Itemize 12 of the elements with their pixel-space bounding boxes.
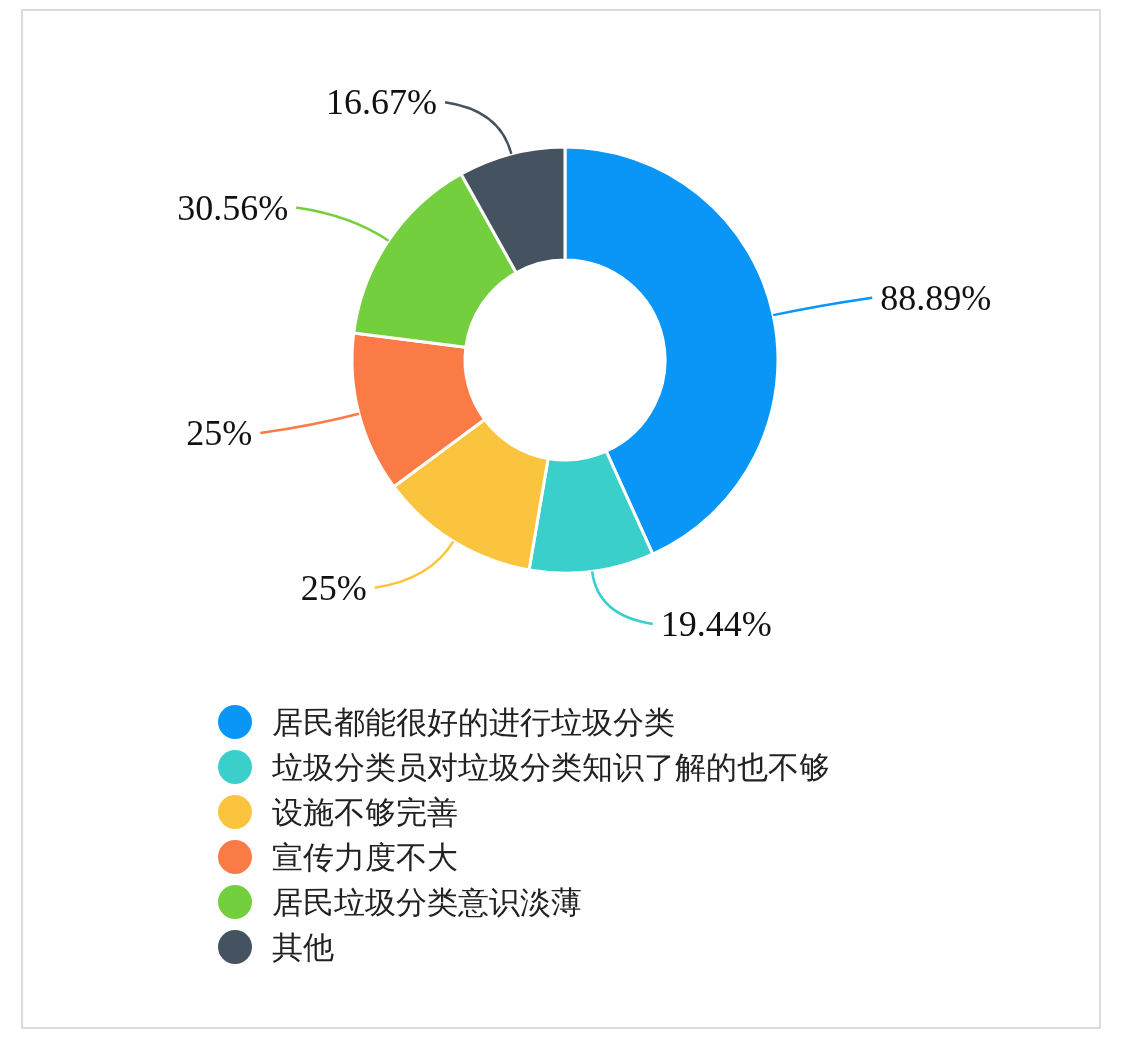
legend-label: 居民都能很好的进行垃圾分类 bbox=[272, 704, 675, 740]
data-label: 19.44% bbox=[660, 603, 772, 644]
data-label: 30.56% bbox=[177, 187, 289, 228]
legend-label: 垃圾分类员对垃圾分类知识了解的也不够 bbox=[271, 749, 830, 785]
data-label: 88.89% bbox=[880, 277, 992, 318]
legend-label: 其他 bbox=[272, 929, 334, 965]
legend-label: 设施不够完善 bbox=[272, 794, 458, 830]
legend-label: 居民垃圾分类意识淡薄 bbox=[272, 884, 582, 920]
data-label: 16.67% bbox=[325, 82, 437, 123]
data-label: 25% bbox=[186, 413, 253, 454]
legend-label: 宣传力度不大 bbox=[272, 839, 458, 875]
data-label: 25% bbox=[300, 567, 367, 608]
